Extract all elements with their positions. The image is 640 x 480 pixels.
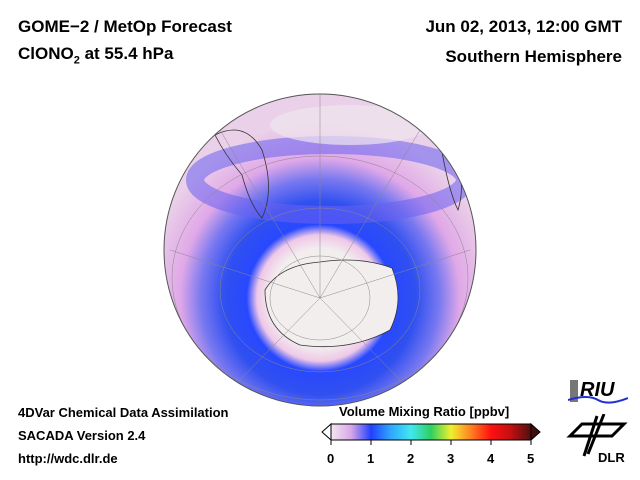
colorbar-title: Volume Mixing Ratio [ppbv] [339,404,510,419]
antarctica-coastline [264,259,399,348]
footer-line-2: SACADA Version 2.4 [18,428,146,443]
colorbar-tick-label: 1 [367,451,375,466]
dlr-logo-graphic: DLR [566,413,628,465]
globe-overlays [169,95,474,401]
colorbar-tick-label: 0 [327,451,335,466]
datetime-label: Jun 02, 2013, 12:00 GMT [425,17,622,36]
graticule [169,95,471,401]
colorbar-bar [330,423,532,441]
species-level-title: ClONO2 at 55.4 hPa [18,44,173,66]
svg-text:DLR: DLR [598,450,625,464]
footer-line-1: 4DVar Chemical Data Assimilation [18,405,229,420]
svg-text:RIU: RIU [580,379,615,401]
species-subscript: 2 [73,54,80,67]
riu-logo-graphic: RIU [567,379,629,404]
region-label: Southern Hemisphere [445,47,622,66]
dlr-logo: DLR [562,413,632,469]
species-name: ClONO [18,44,74,63]
colorbar-over-arrow [530,422,541,442]
riu-logo: RIU [567,374,629,409]
low-value-region [270,105,430,145]
river-icon [567,396,629,404]
cathedral-icon [570,380,578,402]
footer-url[interactable]: http://wdc.dlr.de [18,451,118,466]
colorbar-tick-label: 3 [447,451,455,466]
globe-outline [163,93,477,407]
colorbar-under-arrow [321,422,332,442]
colorbar-tick-label: 5 [527,451,535,466]
product-title: GOME−2 / MetOp Forecast [18,17,232,36]
level-text: at 55.4 hPa [84,44,174,63]
colorbar-tick-label: 2 [407,451,415,466]
colorbar-tick-label: 4 [487,451,495,466]
south-america-coastline [214,129,269,219]
